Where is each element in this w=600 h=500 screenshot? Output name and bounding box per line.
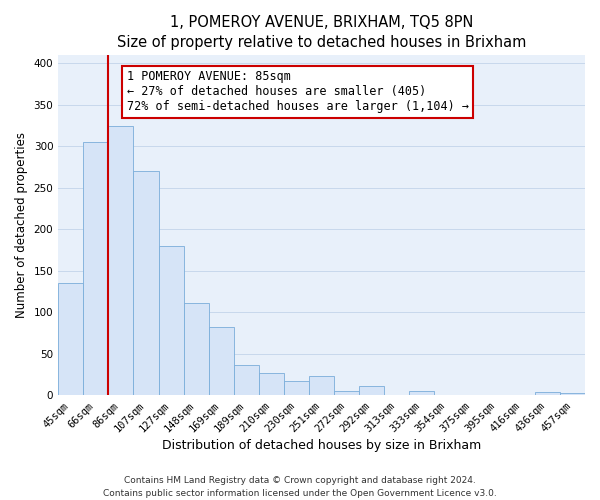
Bar xyxy=(133,172,158,396)
Bar xyxy=(434,394,460,396)
Bar xyxy=(259,373,284,396)
Y-axis label: Number of detached properties: Number of detached properties xyxy=(15,132,28,318)
X-axis label: Distribution of detached houses by size in Brixham: Distribution of detached houses by size … xyxy=(162,440,481,452)
Bar xyxy=(560,393,585,396)
Bar xyxy=(535,392,560,396)
Bar xyxy=(359,386,385,396)
Bar xyxy=(385,394,409,396)
Bar xyxy=(83,142,109,396)
Bar xyxy=(284,382,309,396)
Text: 1 POMEROY AVENUE: 85sqm
← 27% of detached houses are smaller (405)
72% of semi-d: 1 POMEROY AVENUE: 85sqm ← 27% of detache… xyxy=(127,70,469,114)
Bar xyxy=(334,392,359,396)
Bar xyxy=(234,365,259,396)
Title: 1, POMEROY AVENUE, BRIXHAM, TQ5 8PN
Size of property relative to detached houses: 1, POMEROY AVENUE, BRIXHAM, TQ5 8PN Size… xyxy=(117,15,526,50)
Bar xyxy=(109,126,133,396)
Text: Contains HM Land Registry data © Crown copyright and database right 2024.
Contai: Contains HM Land Registry data © Crown c… xyxy=(103,476,497,498)
Bar xyxy=(184,304,209,396)
Bar xyxy=(309,376,334,396)
Bar xyxy=(485,394,510,396)
Bar xyxy=(58,284,83,396)
Bar xyxy=(209,326,234,396)
Bar xyxy=(158,246,184,396)
Bar xyxy=(409,392,434,396)
